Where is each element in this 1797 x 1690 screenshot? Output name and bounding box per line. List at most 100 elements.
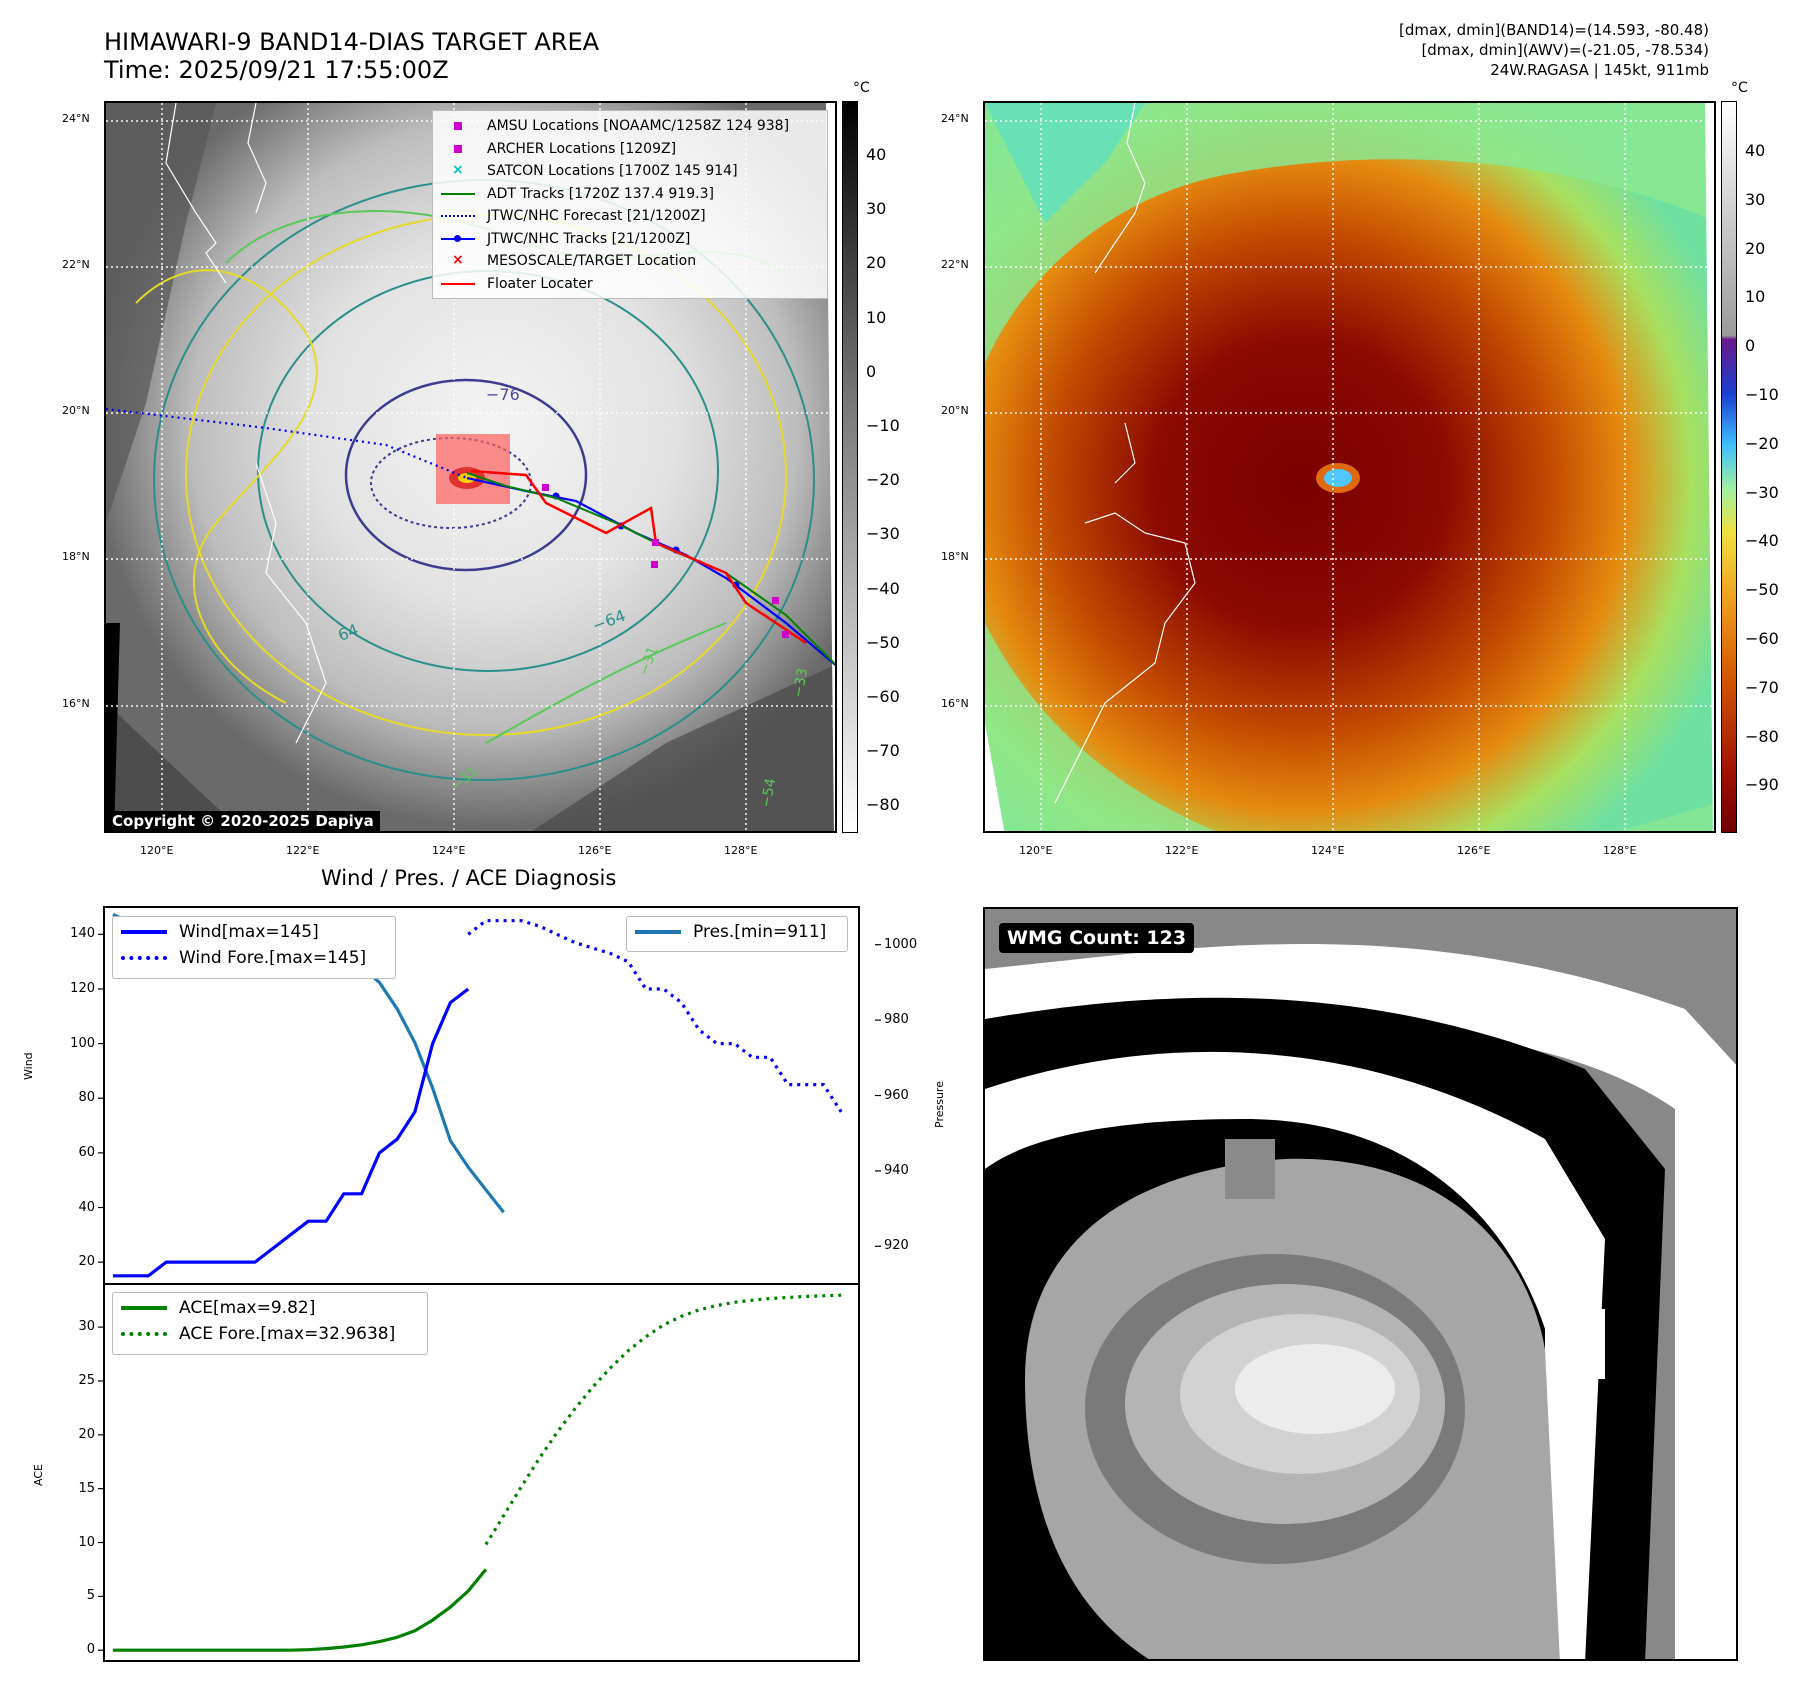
lon-tick-label: 128°E <box>1603 844 1637 857</box>
info-awv: [dmax, dmin](AWV)=(-21.05, -78.534) <box>1421 41 1709 59</box>
y2-tick-label: 960 <box>884 1087 909 1103</box>
legend-item: Wind[max=145] <box>121 919 387 945</box>
colorbar-tick-label: 40 <box>866 145 887 164</box>
ace-forecast-series-line <box>484 1293 842 1546</box>
lat-tick-label: 20°N <box>62 404 90 417</box>
legend-item: ACE[max=9.82] <box>121 1295 419 1321</box>
lon-tick-label: 126°E <box>1457 844 1491 857</box>
colorbar-tick-label: 30 <box>1745 189 1766 209</box>
y-axis-label-wind: Wind <box>22 1052 35 1080</box>
y-tick-label: 25 <box>78 1372 95 1388</box>
colorbar-unit: °C <box>1731 80 1748 96</box>
y-tick-label: 100 <box>70 1035 95 1051</box>
figure-time: Time: 2025/09/21 17:55:00Z <box>104 56 449 84</box>
lat-tick-label: 20°N <box>941 404 969 417</box>
colorbar-tick-label: 30 <box>866 199 887 219</box>
y2-tick-label: 940 <box>884 1162 909 1178</box>
figure-title: HIMAWARI-9 BAND14-DIAS TARGET AREA <box>104 28 600 56</box>
y2-tick-label: 980 <box>884 1012 909 1028</box>
colorbar-tick-label: 20 <box>1745 238 1766 258</box>
colorbar-tick-label: −60 <box>1745 629 1779 648</box>
lat-tick-label: 18°N <box>941 550 969 563</box>
ir-grayscale-map: −76 64 −64 −31 −31 −54 −33 AMSU Location… <box>104 101 837 833</box>
y-axis-label-ace: ACE <box>32 1464 45 1486</box>
colorbar-tick-label: 10 <box>866 307 887 327</box>
y-tick-label: 20 <box>78 1254 95 1270</box>
colorbar-tick-label: −30 <box>866 524 900 544</box>
y-tick-label: 120 <box>70 980 95 996</box>
wmg-panel: WMG Count: 123 <box>983 907 1738 1661</box>
colorbar-tick-label: −70 <box>1745 677 1779 697</box>
y-tick-label: 60 <box>78 1144 95 1160</box>
colorbar-tick-label: −30 <box>1745 482 1779 502</box>
colorbar-tick-label: −20 <box>1745 433 1779 453</box>
colorbar-tick-label: 0 <box>1745 336 1756 356</box>
copyright-badge: Copyright © 2020-2025 Dapiya <box>106 811 380 831</box>
map-legend: AMSU Locations [NOAAMC/1258Z 124 938] AR… <box>432 110 828 299</box>
colorbar-tick-label: −70 <box>866 741 900 761</box>
ace-series-line <box>112 1568 488 1652</box>
colorbar-tick-label: −10 <box>866 416 900 435</box>
colorbar-tick-label: −60 <box>866 687 900 706</box>
y-tick-label: 40 <box>78 1199 95 1215</box>
colorbar-tick-label: −50 <box>866 632 900 652</box>
y-tick-label: 10 <box>78 1534 95 1550</box>
lon-tick-label: 120°E <box>1019 844 1053 857</box>
lat-tick-label: 16°N <box>62 697 90 710</box>
legend-item: JTWC/NHC Forecast [21/1200Z] <box>441 205 819 228</box>
legend-item: Floater Locater <box>441 273 819 296</box>
colorbar-tick-label: −80 <box>1745 726 1779 746</box>
legend-item: JTWC/NHC Tracks [21/1200Z] <box>441 228 819 251</box>
wind-legend: Wind[max=145] Wind Fore.[max=145] <box>112 916 396 979</box>
legend-item: ACE Fore.[max=32.9638] <box>121 1321 419 1347</box>
colorbar-tick-label: −20 <box>866 470 900 490</box>
legend-item: AMSU Locations [NOAAMC/1258Z 124 938] <box>441 115 819 138</box>
y-tick-label: 5 <box>86 1588 95 1604</box>
ir-color-map <box>983 101 1716 833</box>
info-band14: [dmax, dmin](BAND14)=(14.593, -80.48) <box>1398 21 1709 39</box>
lon-tick-label: 122°E <box>286 844 320 857</box>
colorbar-tick-label: −10 <box>1745 385 1779 404</box>
colorbar-tick-label: −90 <box>1745 775 1779 795</box>
wind-series-line <box>112 987 470 1278</box>
ace-legend: ACE[max=9.82] ACE Fore.[max=32.9638] <box>112 1292 428 1355</box>
lat-tick-label: 22°N <box>62 258 90 271</box>
colorbar-tick-label: 10 <box>1745 287 1766 307</box>
lat-tick-label: 24°N <box>941 112 969 125</box>
y-tick-label: 20 <box>78 1426 95 1442</box>
lat-tick-label: 24°N <box>62 112 90 125</box>
colorbar-unit: °C <box>853 80 870 96</box>
colorbar-tick-label: −40 <box>866 578 900 598</box>
lon-tick-label: 128°E <box>724 844 758 857</box>
legend-item: Wind Fore.[max=145] <box>121 945 387 971</box>
diagnosis-title: Wind / Pres. / ACE Diagnosis <box>321 866 617 890</box>
grayscale-colorbar <box>842 101 858 833</box>
y-tick-label: 0 <box>86 1642 95 1658</box>
wmg-count-badge: WMG Count: 123 <box>999 923 1195 953</box>
colorbar-tick-label: −80 <box>866 795 900 815</box>
y-tick-label: 140 <box>70 926 95 942</box>
lat-tick-label: 16°N <box>941 697 969 710</box>
lon-tick-label: 126°E <box>578 844 612 857</box>
y-tick-label: 30 <box>78 1319 95 1335</box>
y-tick-label: 15 <box>78 1480 95 1496</box>
legend-item: × MESOSCALE/TARGET Location <box>452 252 697 269</box>
wmg-image <box>985 909 1736 1659</box>
legend-item: Pres.[min=911] <box>635 919 839 945</box>
colorbar-tick-label: −50 <box>1745 580 1779 600</box>
legend-item: ARCHER Locations [1209Z] <box>441 138 819 161</box>
lon-tick-label: 122°E <box>1165 844 1199 857</box>
colorbar-tick-label: 0 <box>866 361 877 381</box>
colorbar-tick-label: 40 <box>1745 141 1766 160</box>
info-storm: 24W.RAGASA | 145kt, 911mb <box>1490 61 1709 79</box>
lat-tick-label: 22°N <box>941 258 969 271</box>
colorbar-tick-label: −40 <box>1745 531 1779 551</box>
y-tick-label: 80 <box>78 1090 95 1106</box>
contour-label: −76 <box>486 385 520 404</box>
pressure-legend: Pres.[min=911] <box>626 916 848 952</box>
colorbar-tick-label: 20 <box>866 253 887 273</box>
lat-tick-label: 18°N <box>62 550 90 563</box>
y2-tick-label: 920 <box>884 1238 909 1254</box>
y2-tick-label: 1000 <box>884 936 918 952</box>
lon-tick-label: 120°E <box>140 844 174 857</box>
